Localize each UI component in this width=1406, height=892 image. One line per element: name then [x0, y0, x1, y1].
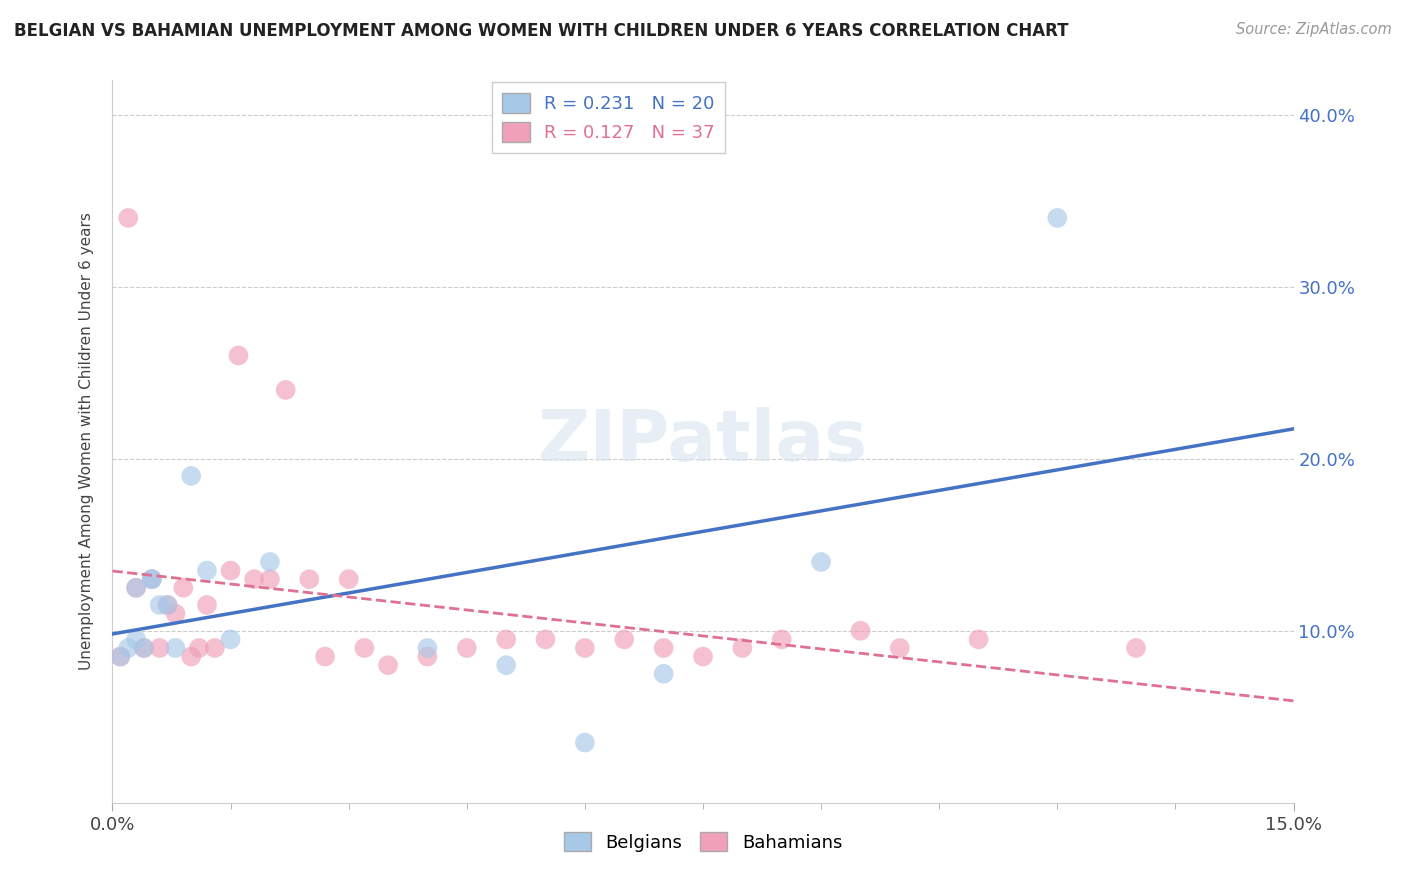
Point: [180, 469, 202, 483]
Point: [652, 640, 675, 655]
Text: Source: ZipAtlas.com: Source: ZipAtlas.com: [1236, 22, 1392, 37]
Point: [534, 632, 557, 647]
Point: [652, 666, 675, 681]
Point: [141, 572, 163, 586]
Point: [967, 632, 990, 647]
Text: BELGIAN VS BAHAMIAN UNEMPLOYMENT AMONG WOMEN WITH CHILDREN UNDER 6 YEARS CORRELA: BELGIAN VS BAHAMIAN UNEMPLOYMENT AMONG W…: [14, 22, 1069, 40]
Point: [125, 581, 148, 595]
Y-axis label: Unemployment Among Women with Children Under 6 years: Unemployment Among Women with Children U…: [79, 212, 94, 671]
Point: [377, 658, 399, 673]
Point: [574, 640, 596, 655]
Point: [574, 735, 596, 749]
Point: [195, 598, 218, 612]
Point: [314, 649, 336, 664]
Point: [132, 640, 155, 655]
Point: [165, 607, 187, 621]
Point: [243, 572, 266, 586]
Point: [165, 640, 187, 655]
Point: [298, 572, 321, 586]
Text: ZIPatlas: ZIPatlas: [538, 407, 868, 476]
Point: [156, 598, 179, 612]
Point: [149, 598, 172, 612]
Point: [188, 640, 211, 655]
Point: [274, 383, 297, 397]
Point: [195, 564, 218, 578]
Point: [456, 640, 478, 655]
Point: [110, 649, 132, 664]
Point: [849, 624, 872, 638]
Point: [149, 640, 172, 655]
Point: [1046, 211, 1069, 225]
Point: [495, 658, 517, 673]
Point: [228, 349, 250, 363]
Point: [117, 211, 139, 225]
Point: [416, 649, 439, 664]
Point: [132, 640, 155, 655]
Legend: Belgians, Bahamians: Belgians, Bahamians: [557, 824, 849, 859]
Point: [110, 649, 132, 664]
Point: [141, 572, 163, 586]
Point: [117, 640, 139, 655]
Point: [1125, 640, 1147, 655]
Point: [692, 649, 714, 664]
Point: [125, 581, 148, 595]
Point: [416, 640, 439, 655]
Point: [613, 632, 636, 647]
Point: [353, 640, 375, 655]
Point: [141, 572, 163, 586]
Point: [495, 632, 517, 647]
Point: [337, 572, 360, 586]
Point: [770, 632, 793, 647]
Point: [172, 581, 194, 595]
Point: [889, 640, 911, 655]
Point: [219, 632, 242, 647]
Point: [156, 598, 179, 612]
Point: [810, 555, 832, 569]
Point: [259, 555, 281, 569]
Point: [731, 640, 754, 655]
Point: [204, 640, 226, 655]
Point: [259, 572, 281, 586]
Point: [125, 632, 148, 647]
Point: [219, 564, 242, 578]
Point: [180, 649, 202, 664]
